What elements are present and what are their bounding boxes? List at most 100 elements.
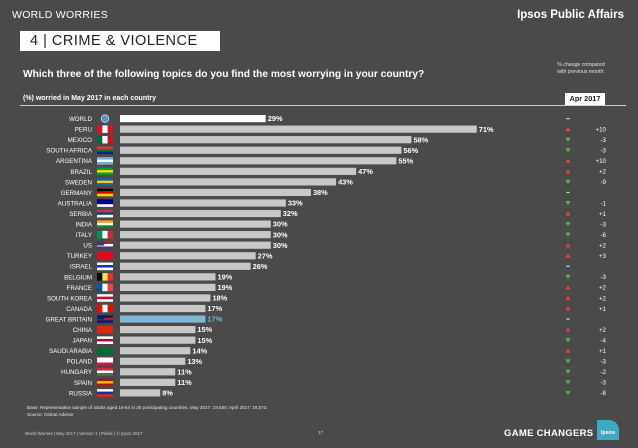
australia-flag-icon — [97, 199, 113, 207]
change-label-india: -3 — [600, 221, 606, 228]
value-label-poland: 13% — [187, 357, 202, 366]
country-label-australia: AUSTRALIA — [58, 200, 93, 207]
change-arrow-down-spain — [565, 380, 571, 385]
bar-great-britain — [120, 315, 206, 323]
change-label-china: +2 — [599, 327, 607, 334]
argentina-flag-icon — [97, 157, 113, 165]
change-label-italy: -6 — [600, 232, 606, 239]
country-label-argentina: ARGENTINA — [56, 158, 93, 165]
value-label-israel: 26% — [253, 262, 268, 271]
bar-argentina — [120, 157, 397, 165]
japan-flag-icon — [97, 336, 113, 344]
no-change-mark-israel — [566, 265, 570, 267]
change-label-argentina: +10 — [596, 158, 607, 165]
bar-canada — [120, 304, 206, 313]
footer-tagline: GAME CHANGERS — [504, 428, 594, 439]
country-label-south-africa: SOUTH AFRICA — [46, 148, 93, 155]
value-label-turkey: 27% — [258, 251, 273, 260]
change-label-canada: +1 — [599, 306, 607, 313]
value-label-japan: 15% — [197, 336, 212, 345]
change-label-us: +2 — [599, 243, 607, 250]
value-label-france: 19% — [217, 283, 232, 292]
bar-chart: WORLD 29% PERU 71% +10 MEXICO 58% -3 SOUTH AFRIC… — [46, 114, 607, 397]
no-change-mark-world — [566, 118, 570, 120]
value-label-germany: 38% — [313, 188, 328, 197]
change-label-south-africa: -3 — [600, 148, 606, 155]
change-label-australia: -1 — [600, 200, 606, 207]
report-series-label: WORLD WORRIES — [12, 9, 109, 21]
globe-icon — [100, 114, 110, 123]
country-label-japan: JAPAN — [73, 338, 92, 345]
bar-us — [120, 241, 271, 249]
change-label-turkey: +3 — [599, 253, 607, 260]
country-label-hungary: HUNGARY — [61, 369, 92, 376]
change-arrow-up-turkey — [565, 253, 571, 258]
bar-south-korea — [120, 294, 211, 302]
country-label-saudi-arabia: SAUDI ARABIA — [49, 348, 93, 355]
israel-flag-icon — [97, 262, 113, 271]
bar-serbia — [120, 209, 281, 218]
belgium-flag-icon — [97, 273, 114, 281]
bar-spain — [120, 378, 176, 386]
value-label-mexico: 58% — [413, 135, 428, 144]
bar-world — [120, 115, 266, 123]
mexico-flag-icon — [97, 135, 114, 144]
value-label-serbia: 32% — [283, 209, 298, 218]
bar-japan — [120, 336, 196, 344]
change-label-brazil: +2 — [599, 169, 607, 176]
country-label-brazil: BRAZIL — [70, 169, 92, 176]
country-label-great-britain: GREAT BRITAIN — [46, 316, 92, 323]
page-number: 17 — [318, 431, 324, 436]
change-label-russia: -8 — [600, 390, 606, 397]
country-label-sweden: SWEDEN — [65, 179, 92, 186]
country-label-russia: RUSSIA — [69, 390, 93, 397]
country-label-france: FRANCE — [67, 285, 92, 292]
value-label-us: 30% — [273, 241, 288, 250]
value-label-south-korea: 18% — [212, 294, 227, 303]
change-arrow-down-sweden — [565, 179, 571, 185]
bar-saudi-arabia — [120, 347, 191, 355]
country-label-us: US — [83, 243, 92, 250]
country-label-belgium: BELGIUM — [64, 274, 92, 281]
value-label-peru: 71% — [479, 125, 494, 134]
country-label-peru: PERU — [75, 127, 92, 134]
country-label-south-korea: SOUTH KOREA — [47, 295, 93, 302]
no-change-mark-germany — [566, 191, 570, 194]
change-arrow-down-japan — [565, 338, 571, 343]
italy-flag-icon — [97, 230, 114, 239]
change-arrow-down-hungary — [565, 369, 571, 374]
value-label-india: 30% — [273, 220, 288, 229]
bar-italy — [120, 231, 271, 239]
value-label-hungary: 11% — [177, 367, 192, 376]
survey-question: Which three of the following topics do y… — [23, 69, 425, 80]
bar-germany — [120, 188, 311, 197]
change-arrow-down-south-africa — [565, 148, 571, 153]
country-label-china: CHINA — [73, 327, 93, 334]
sweden-flag-icon — [97, 178, 113, 186]
turkey-flag-icon — [97, 252, 113, 260]
value-label-italy: 30% — [273, 230, 288, 239]
bar-turkey — [120, 252, 256, 260]
bar-belgium — [120, 273, 216, 281]
change-column-label: Apr 2017 — [565, 93, 605, 105]
value-label-world: 29% — [268, 114, 283, 123]
change-arrow-up-france — [565, 285, 571, 290]
header-divider — [20, 105, 626, 106]
bar-hungary — [120, 368, 176, 376]
value-label-belgium: 19% — [217, 272, 232, 281]
bar-israel — [120, 262, 251, 270]
us-flag-icon — [97, 241, 113, 250]
change-label-spain: -3 — [600, 380, 606, 387]
change-label-mexico: -3 — [600, 137, 606, 144]
bar-india — [120, 220, 271, 228]
bar-russia — [120, 389, 161, 397]
country-label-serbia: SERBIA — [69, 211, 93, 218]
serbia-flag-icon — [97, 209, 113, 218]
bar-brazil — [120, 167, 357, 175]
change-arrow-up-serbia — [565, 211, 571, 216]
value-label-canada: 17% — [207, 304, 222, 313]
bar-australia — [120, 199, 286, 207]
brazil-flag-icon — [97, 167, 113, 176]
change-note-line2: with previous month: — [557, 69, 605, 75]
ipsos-logo: Ipsos — [597, 420, 619, 440]
